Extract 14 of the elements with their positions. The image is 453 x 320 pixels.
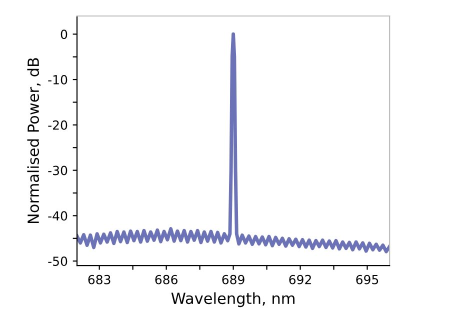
x-tick-label: 695: [356, 274, 378, 284]
y-tick-label: 0: [60, 30, 68, 40]
y-tick-label: -10: [48, 75, 68, 84]
y-tick-label: -20: [48, 120, 68, 130]
x-tick-label: 686: [155, 274, 178, 284]
line-series: [77, 32, 390, 254]
x-tick-label: 689: [222, 274, 244, 284]
x-tick-label: 683: [88, 274, 110, 284]
y-tick-label: -30: [48, 166, 68, 176]
y-axis-title: Normalised Power, dB: [27, 58, 41, 224]
y-tick-label: -40: [48, 211, 68, 221]
x-axis-title: Wavelength, nm: [171, 292, 294, 308]
x-tick-label: 692: [289, 274, 311, 284]
y-tick-label: -50: [48, 256, 68, 266]
